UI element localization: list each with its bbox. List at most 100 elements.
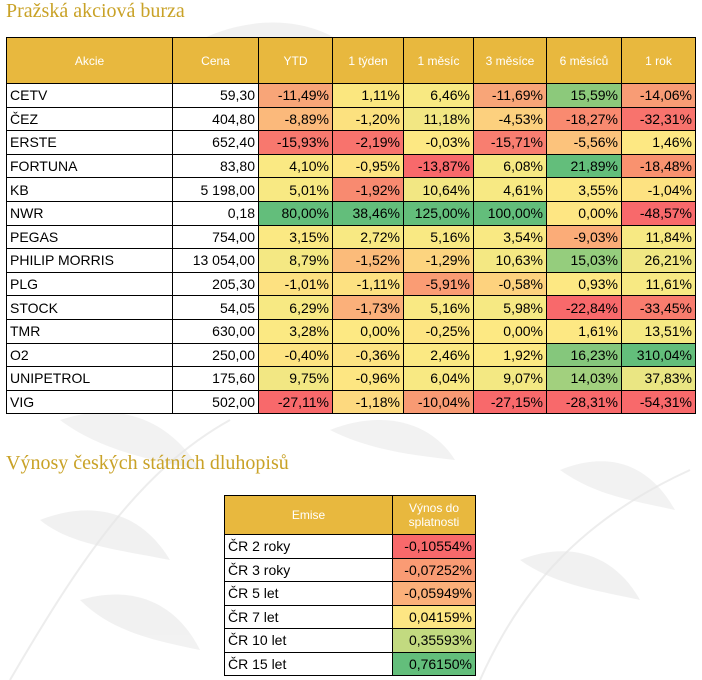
price-cell: 652,40 (172, 130, 259, 155)
table-row: ČR 5 let -0,05949% (224, 581, 476, 606)
price-cell: 502,00 (172, 389, 259, 415)
change-cell: 38,46% (332, 200, 404, 226)
bonds-table-body: ČR 2 roky -0,10554% ČR 3 roky -0,07252% ČR 5… (224, 534, 476, 676)
column-header: Akcie (6, 37, 173, 84)
change-cell: 6,29% (258, 295, 333, 320)
change-cell: -0,95% (332, 153, 404, 179)
stock-name-cell: KB (6, 177, 173, 202)
price-cell: 250,00 (172, 342, 259, 368)
change-cell: 9,75% (258, 366, 333, 391)
column-header: 1 měsíc (403, 37, 474, 84)
stock-name-cell: ČEZ (6, 106, 173, 132)
change-cell: 10,63% (473, 248, 547, 273)
price-cell: 5 198,00 (172, 177, 259, 202)
stock-name-cell: PLG (6, 271, 173, 297)
table-row: STOCK 54,05 6,29% -1,73% 5,16% 5,98% -22,84% -3… (6, 295, 696, 320)
change-cell: 11,18% (403, 106, 474, 132)
change-cell: -27,11% (258, 389, 333, 415)
price-cell: 404,80 (172, 106, 259, 132)
change-cell: 2,72% (332, 224, 404, 250)
change-cell: 0,93% (546, 271, 622, 297)
change-cell: 15,59% (546, 83, 622, 108)
change-cell: -1,11% (332, 271, 404, 297)
change-cell: 16,23% (546, 342, 622, 368)
price-cell: 205,30 (172, 271, 259, 297)
column-header: Emise (224, 495, 393, 535)
change-cell: -9,03% (546, 224, 622, 250)
table-row: ČR 7 let 0,04159% (224, 604, 476, 629)
change-cell: 13,51% (621, 318, 696, 344)
change-cell: 125,00% (403, 200, 474, 226)
change-cell: 2,46% (403, 342, 474, 368)
change-cell: -5,91% (403, 271, 474, 297)
table-row: ČR 2 roky -0,10554% (224, 534, 476, 559)
change-cell: 4,61% (473, 177, 547, 202)
table-row: TMR 630,00 3,28% 0,00% -0,25% 0,00% 1,61% 13,51… (6, 318, 696, 344)
change-cell: 5,16% (403, 295, 474, 320)
change-cell: 1,11% (332, 83, 404, 108)
change-cell: 11,84% (621, 224, 696, 250)
yield-cell: 0,04159% (392, 604, 476, 629)
bond-issue-cell: ČR 2 roky (224, 534, 393, 559)
change-cell: -18,48% (621, 153, 696, 179)
price-cell: 630,00 (172, 318, 259, 344)
stock-name-cell: CETV (6, 83, 173, 108)
change-cell: 5,98% (473, 295, 547, 320)
change-cell: -1,52% (332, 248, 404, 273)
change-cell: -11,49% (258, 83, 333, 108)
change-cell: 310,04% (621, 342, 696, 368)
column-header: 6 měsíců (546, 37, 622, 84)
yield-cell: -0,07252% (392, 557, 476, 582)
change-cell: -1,29% (403, 248, 474, 273)
price-cell: 175,60 (172, 366, 259, 391)
change-cell: 5,01% (258, 177, 333, 202)
change-cell: -48,57% (621, 200, 696, 226)
table-row: FORTUNA 83,80 4,10% -0,95% -13,87% 6,08% 21,89… (6, 153, 696, 179)
yield-cell: 0,35593% (392, 628, 476, 653)
change-cell: -32,31% (621, 106, 696, 132)
stock-name-cell: TMR (6, 318, 173, 344)
stock-name-cell: NWR (6, 200, 173, 226)
table-row: ČR 3 roky -0,07252% (224, 557, 476, 582)
table-row: ČEZ 404,80 -8,89% -1,20% 11,18% -4,53% -18,27%… (6, 106, 696, 132)
change-cell: -15,93% (258, 130, 333, 155)
change-cell: 1,61% (546, 318, 622, 344)
column-header: 1 rok (621, 37, 696, 84)
stocks-table: Akcie Cena YTD 1 týden 1 měsíc 3 měsíce … (6, 37, 696, 415)
table-row: ČR 10 let 0,35593% (224, 628, 476, 653)
change-cell: -1,18% (332, 389, 404, 415)
change-cell: -13,87% (403, 153, 474, 179)
change-cell: 8,79% (258, 248, 333, 273)
stock-name-cell: PEGAS (6, 224, 173, 250)
change-cell: -1,92% (332, 177, 404, 202)
change-cell: 3,28% (258, 318, 333, 344)
change-cell: 10,64% (403, 177, 474, 202)
bond-yields-title: Výnosy českých státních dluhopisů (6, 452, 289, 474)
change-cell: -1,20% (332, 106, 404, 132)
change-cell: -0,03% (403, 130, 474, 155)
change-cell: -2,19% (332, 130, 404, 155)
change-cell: 14,03% (546, 366, 622, 391)
column-header: YTD (258, 37, 333, 84)
change-cell: 3,15% (258, 224, 333, 250)
change-cell: -1,01% (258, 271, 333, 297)
price-cell: 59,30 (172, 83, 259, 108)
change-cell: 4,10% (258, 153, 333, 179)
bond-issue-cell: ČR 3 roky (224, 557, 393, 582)
table-row: O2 250,00 -0,40% -0,36% 2,46% 1,92% 16,23% 310,… (6, 342, 696, 368)
bond-issue-cell: ČR 10 let (224, 628, 393, 653)
table-row: UNIPETROL 175,60 9,75% -0,96% 6,04% 9,07% 14,0… (6, 366, 696, 391)
stock-name-cell: ERSTE (6, 130, 173, 155)
stocks-table-body: CETV 59,30 -11,49% 1,11% 6,46% -11,69% 15,59% -… (6, 83, 696, 415)
change-cell: -0,96% (332, 366, 404, 391)
change-cell: 37,83% (621, 366, 696, 391)
stock-exchange-title: Pražská akciová burza (6, 0, 185, 22)
table-row: KB 5 198,00 5,01% -1,92% 10,64% 4,61% 3,55% -1,… (6, 177, 696, 202)
price-cell: 0,18 (172, 200, 259, 226)
column-header: 3 měsíce (473, 37, 547, 84)
change-cell: 9,07% (473, 366, 547, 391)
change-cell: 15,03% (546, 248, 622, 273)
change-cell: -18,27% (546, 106, 622, 132)
table-row: CETV 59,30 -11,49% 1,11% 6,46% -11,69% 15,59% -… (6, 83, 696, 108)
change-cell: 6,08% (473, 153, 547, 179)
